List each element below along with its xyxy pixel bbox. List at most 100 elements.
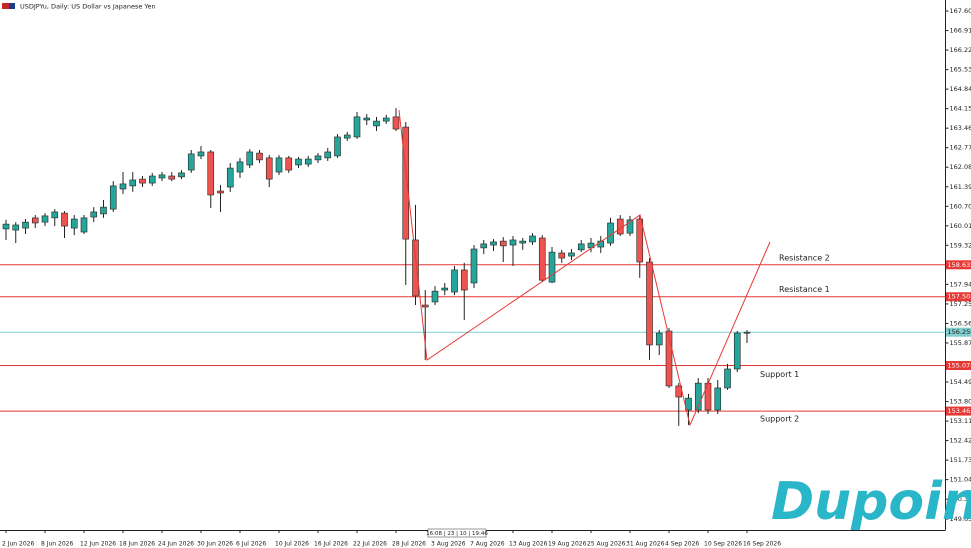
- candle-body: [275, 157, 283, 173]
- x-tick-label: 3 Aug 2026: [431, 541, 466, 548]
- candle-body: [31, 217, 39, 224]
- y-tick-label: 167.600: [950, 7, 971, 15]
- candle-body: [226, 167, 234, 188]
- x-tick-label: 22 Jul 2026: [353, 541, 387, 548]
- levels: Resistance 2 158.632 Resistance 1 157.503 Su…: [0, 253, 971, 424]
- level-tag: [946, 260, 971, 270]
- y-tick-label: 162.770: [950, 144, 971, 152]
- level-tag: [946, 360, 971, 370]
- candle-body: [743, 331, 751, 334]
- level-name: Resistance 1: [779, 285, 830, 294]
- candle-body: [724, 368, 731, 389]
- candle-body: [343, 134, 351, 139]
- candle-body: [139, 178, 146, 184]
- last-price-tag: [946, 327, 971, 337]
- x-tick-label: 12 Jun 2026: [80, 541, 116, 548]
- candle-body: [256, 152, 263, 161]
- x-tick-label: 24 Jun 2026: [158, 541, 194, 548]
- y-tick-label: 157.940: [950, 280, 971, 288]
- candle-body: [207, 151, 215, 196]
- candle-body: [714, 387, 722, 411]
- candle-body: [334, 136, 341, 157]
- y-tick-label: 155.870: [950, 339, 971, 347]
- candle-body: [363, 117, 371, 121]
- y-tick-label: 151.730: [950, 456, 971, 464]
- y-tick-label: 166.220: [950, 46, 971, 54]
- y-tick-label: 153.800: [950, 398, 971, 406]
- candle-body: [480, 243, 488, 249]
- level-name: Support 2: [760, 415, 799, 424]
- candle-body: [80, 217, 88, 233]
- symbol-icon: [9, 3, 15, 9]
- candle-body: [607, 222, 614, 244]
- y-tick-label: 160.010: [950, 222, 971, 230]
- candle-body: [655, 332, 663, 346]
- candle-body: [265, 157, 273, 180]
- candle-body: [568, 252, 575, 257]
- candle-body: [509, 239, 517, 246]
- level-tag: [946, 406, 971, 416]
- candle-body: [12, 224, 20, 231]
- candle-body: [304, 158, 312, 165]
- candle-body: [119, 183, 127, 190]
- y-tick-label: 150.350: [950, 495, 971, 503]
- y-ticks: 167.600 166.910 166.220 165.530 164.840 164.1…: [945, 7, 971, 523]
- y-tick-label: 161.390: [950, 183, 971, 191]
- x-tick-label: 18 Jun 2026: [119, 541, 155, 548]
- candle-body: [324, 151, 332, 159]
- candle-body: [460, 269, 468, 291]
- candle-body: [441, 287, 449, 291]
- countdown-box: 16:08 | 23 | 10 | 19:46: [426, 528, 488, 538]
- y-tick-label: 156.560: [950, 319, 971, 327]
- x-tick-label: 25 Aug 2026: [587, 541, 626, 548]
- candle-body: [51, 211, 59, 219]
- y-tick-label: 164.150: [950, 105, 971, 113]
- x-tick-label: 28 Jul 2026: [392, 541, 426, 548]
- candle-body: [538, 237, 546, 281]
- x-tick-label: 31 Aug 2026: [626, 541, 665, 548]
- candle-body: [412, 239, 419, 297]
- y-tick-label: 162.080: [950, 163, 971, 171]
- candle-body: [665, 330, 673, 387]
- candle-body: [626, 219, 634, 234]
- level-tag-label: 157.503: [948, 293, 971, 301]
- candle-body: [295, 158, 302, 166]
- trend-lines: [398, 109, 771, 427]
- x-tick-label: 10 Sep 2026: [704, 541, 742, 548]
- candle-body: [470, 248, 478, 284]
- candle-body: [402, 126, 410, 240]
- candles: 2 Jun 2026 8 Jun 2026 12 Jun 2026 18 Jun 20…: [2, 108, 781, 548]
- y-tick-label: 157.250: [950, 300, 971, 308]
- candle-body: [519, 240, 527, 244]
- symbol-icon: [2, 3, 9, 9]
- x-tick-label: 19 Aug 2026: [548, 541, 587, 548]
- y-tick-label: 160.700: [950, 202, 971, 210]
- x-tick-label: 13 Aug 2026: [509, 541, 548, 548]
- candle-body: [187, 153, 195, 171]
- level-tag-label: 155.074: [948, 361, 971, 369]
- candle-body: [733, 332, 741, 370]
- candle-body: [2, 223, 10, 230]
- candle-body: [314, 155, 322, 161]
- x-tick-label: 7 Aug 2026: [470, 541, 505, 548]
- candle-body: [353, 116, 361, 138]
- y-tick-label: 152.420: [950, 437, 971, 445]
- candle-body: [636, 218, 644, 263]
- watermark: Dupoin: [771, 472, 971, 532]
- x-tick-label: 8 Jun 2026: [41, 541, 73, 548]
- chart-title: USDJPYu, Daily: US Dollar vs Japanese Ye…: [20, 3, 156, 11]
- candle-body: [217, 190, 224, 194]
- candle-body: [382, 117, 390, 122]
- candle-body: [431, 290, 439, 303]
- countdown-frame: [427, 528, 487, 538]
- x-tick-label: 10 Jul 2026: [275, 541, 309, 548]
- candle-body: [109, 185, 117, 210]
- candle-body: [41, 215, 49, 223]
- y-tick-label: 166.910: [950, 27, 971, 35]
- x-tick-label: 16 Sep 2026: [743, 541, 781, 548]
- candle-body: [148, 175, 156, 184]
- candle-body: [558, 252, 566, 259]
- candle-body: [236, 161, 244, 173]
